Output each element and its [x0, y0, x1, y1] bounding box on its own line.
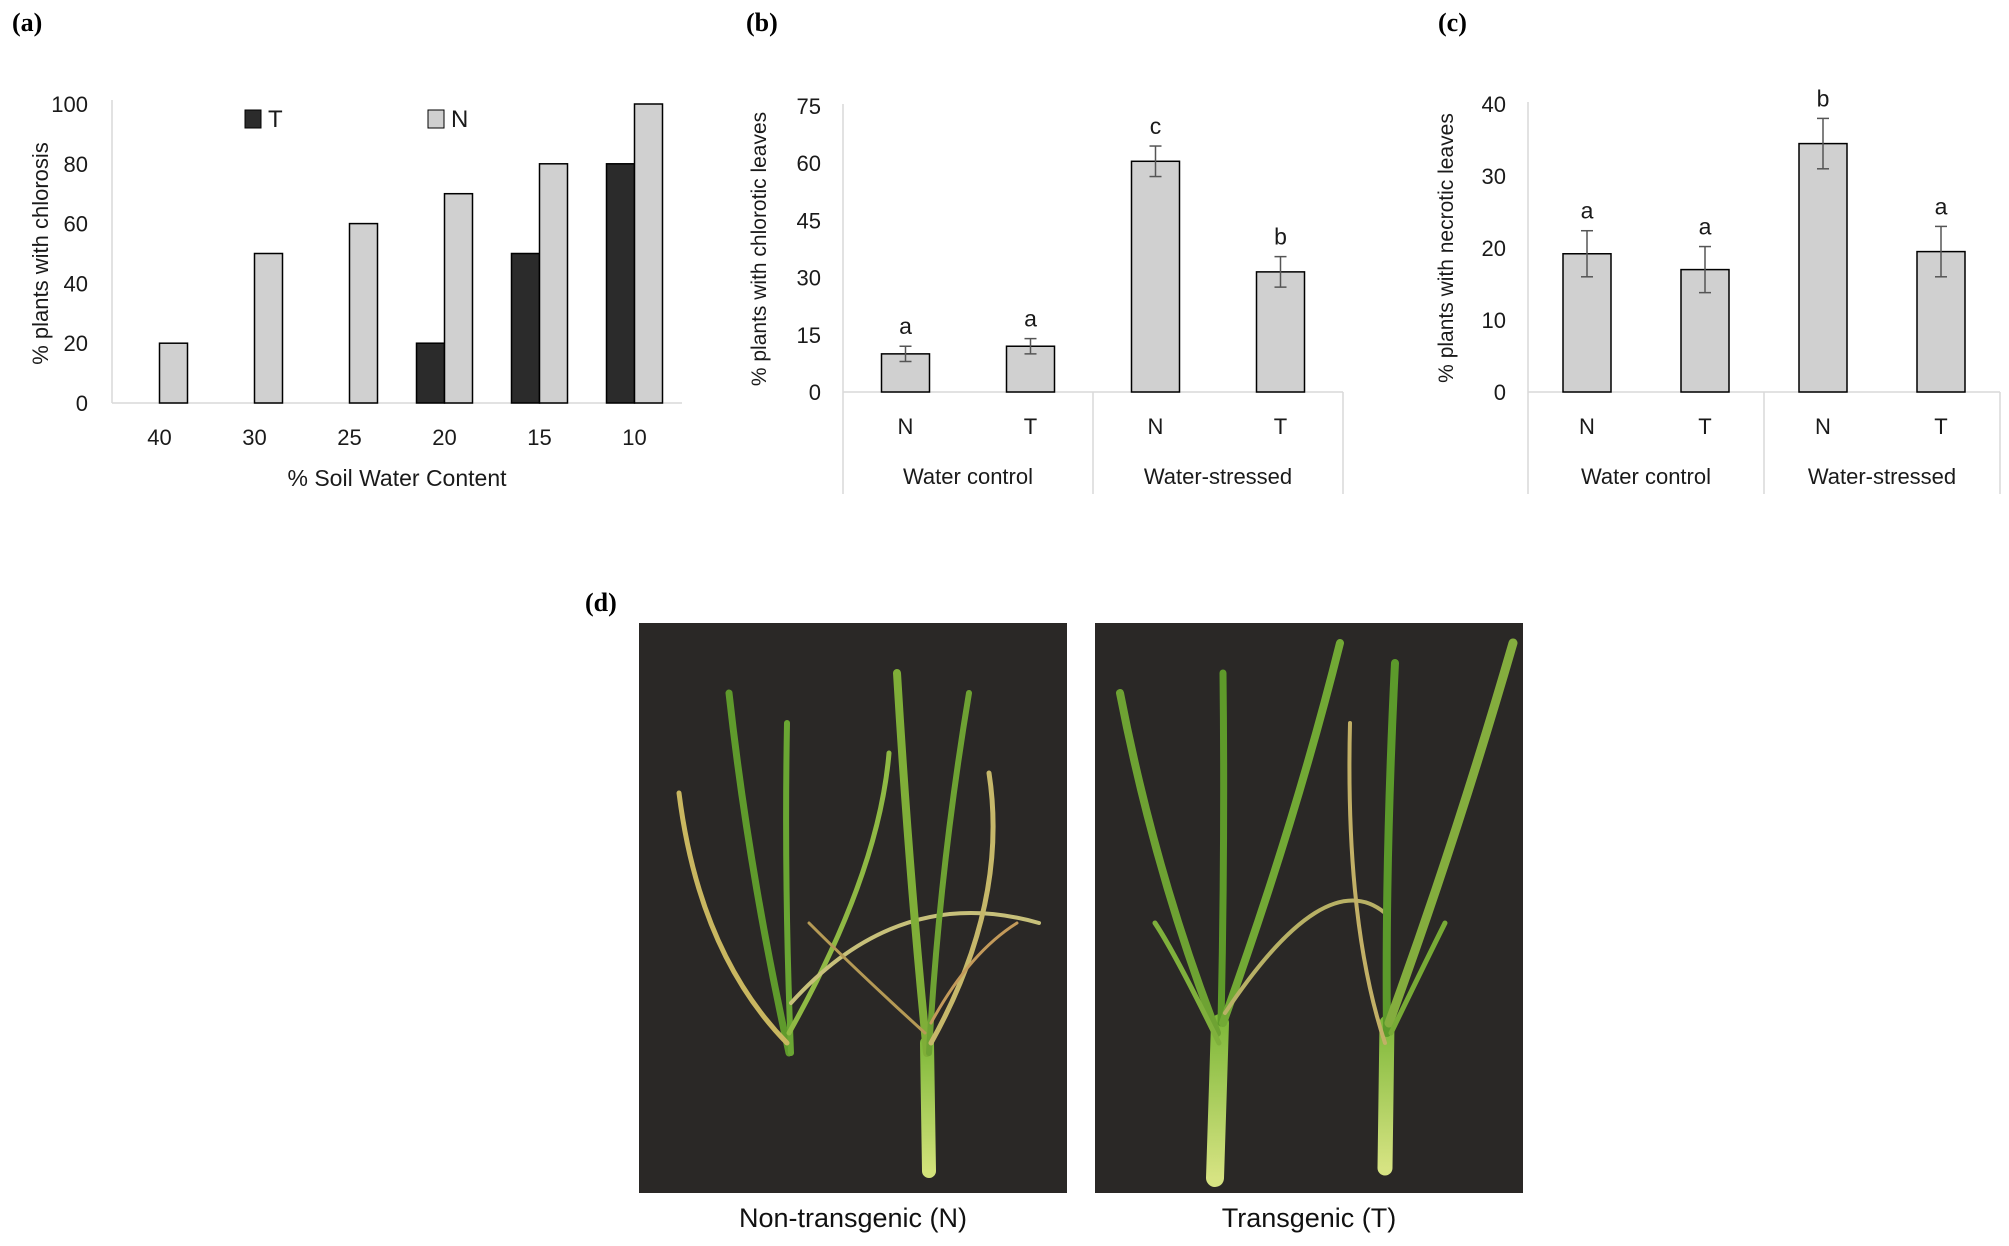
bar — [1798, 142, 1848, 393]
legend-swatch-N — [427, 109, 445, 129]
bar-N — [348, 222, 379, 404]
group-label: Water control — [1581, 464, 1711, 489]
y-tick-label: 100 — [51, 92, 88, 117]
photo-caption-transgenic: Transgenic (T) — [1221, 1203, 1397, 1233]
bar-N — [253, 252, 284, 404]
y-tick-label: 45 — [797, 208, 821, 233]
significance-letter: a — [899, 313, 912, 339]
bar — [1255, 271, 1306, 393]
significance-letter: a — [1699, 214, 1712, 240]
y-tick-label: 0 — [1494, 380, 1506, 405]
x-axis-label: % Soil Water Content — [287, 465, 507, 491]
x-tick-label: 15 — [527, 425, 551, 450]
bar-N — [633, 103, 664, 404]
x-tick-label: 10 — [622, 425, 646, 450]
group-label: Water-stressed — [1144, 464, 1292, 489]
bar — [1680, 268, 1730, 393]
y-tick-label: 10 — [1482, 308, 1506, 333]
panel-label-d: (d) — [585, 588, 617, 617]
y-tick-label: 30 — [797, 266, 821, 291]
bar-T — [510, 252, 541, 404]
bar-N — [158, 342, 189, 404]
significance-letter: b — [1274, 224, 1287, 250]
photo-caption-non-transgenic: Non-transgenic (N) — [738, 1203, 968, 1233]
bar-N — [538, 163, 569, 404]
y-tick-label: 20 — [64, 331, 88, 356]
chart-c-necrotic: 0 10 20 30 40 Na Ta Nb Ta Water control Water-stre… — [1435, 85, 2001, 494]
x-tick-label: N — [898, 414, 914, 439]
bar-N — [443, 192, 474, 404]
y-tick-label: 40 — [64, 271, 88, 296]
x-tick-label: T — [1698, 414, 1711, 439]
y-tick-label: 60 — [797, 151, 821, 176]
y-tick-label: 60 — [64, 212, 88, 237]
panel-label-a: (a) — [12, 8, 43, 37]
significance-letter: c — [1150, 113, 1162, 139]
bar — [880, 353, 931, 393]
chart-b-chlorotic: 0 15 30 45 60 75 Na Ta Nc Tb Water control Water-st… — [748, 94, 1344, 494]
significance-letter: a — [1581, 198, 1594, 224]
panel-label-b: (b) — [746, 8, 778, 37]
bar-T — [415, 342, 446, 404]
y-tick-label: 30 — [1482, 164, 1506, 189]
y-tick-label: 0 — [809, 380, 821, 405]
y-tick-label: 75 — [797, 94, 821, 119]
legend-label-N: N — [451, 106, 468, 133]
bar-T — [605, 163, 636, 404]
x-tick-label: T — [1024, 414, 1037, 439]
y-axis-label: % plants with chlorosis — [28, 142, 53, 365]
x-tick-label: T — [1274, 414, 1287, 439]
chart-a-soil-water: 0 20 40 60 80 100 40 30 25 20 15 10 % Soil Water Con… — [28, 92, 682, 491]
x-tick-label: 40 — [147, 425, 171, 450]
significance-letter: a — [1024, 306, 1037, 332]
significance-letter: b — [1817, 85, 1830, 111]
photo-non-transgenic — [639, 623, 1067, 1193]
y-tick-label: 15 — [797, 323, 821, 348]
y-axis-label: % plants with chlorotic leaves — [748, 112, 771, 386]
photo-transgenic — [1095, 623, 1523, 1193]
bar — [1130, 160, 1181, 393]
group-label: Water control — [903, 464, 1033, 489]
legend-swatch-T — [244, 109, 262, 129]
y-tick-label: 40 — [1482, 92, 1506, 117]
y-axis-label: % plants with necrotic leaves — [1435, 113, 1458, 383]
x-tick-label: N — [1815, 414, 1831, 439]
significance-letter: a — [1935, 193, 1948, 219]
legend-label-T: T — [268, 106, 283, 133]
y-tick-label: 20 — [1482, 236, 1506, 261]
group-label: Water-stressed — [1808, 464, 1956, 489]
y-tick-label: 0 — [76, 391, 88, 416]
x-tick-label: 30 — [242, 425, 266, 450]
y-tick-label: 80 — [64, 152, 88, 177]
panel-label-c: (c) — [1438, 8, 1467, 37]
x-tick-label: 20 — [432, 425, 456, 450]
x-tick-label: N — [1579, 414, 1595, 439]
x-tick-label: 25 — [337, 425, 361, 450]
x-tick-label: T — [1934, 414, 1947, 439]
x-tick-label: N — [1148, 414, 1164, 439]
